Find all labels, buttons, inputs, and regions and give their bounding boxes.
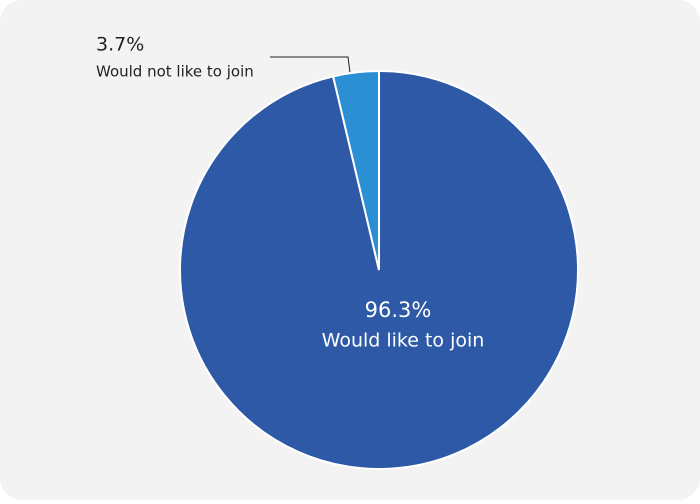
slice-category-label: Would not like to join (96, 63, 254, 81)
slice-value-label: 96.3% (365, 298, 432, 322)
pie-slice (331, 69, 380, 271)
pie-slice (179, 69, 579, 470)
slice-value-label: 3.7% (96, 34, 144, 56)
slice-category-label: Would like to join (322, 330, 485, 352)
